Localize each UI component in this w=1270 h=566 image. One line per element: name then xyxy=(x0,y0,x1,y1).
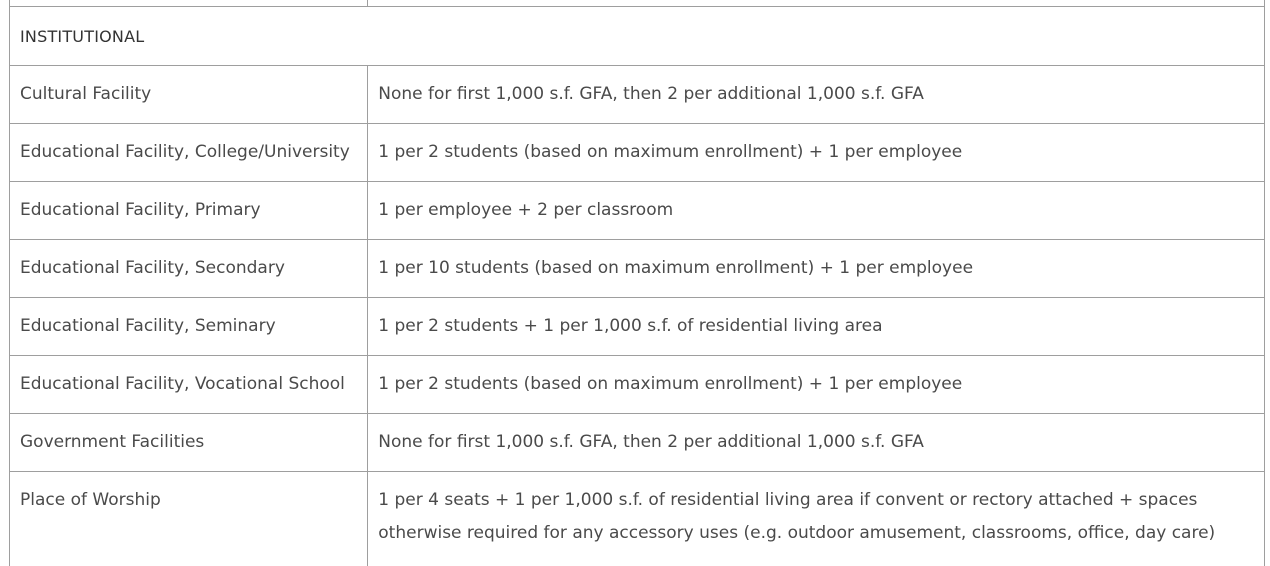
requirement-cell: 1 per 4 seats + 1 per 1,000 s.f. of resi… xyxy=(367,471,1265,566)
table-row: Educational Facility, Primary 1 per empl… xyxy=(8,181,1265,240)
table-row: Place of Worship 1 per 4 seats + 1 per 1… xyxy=(8,471,1265,566)
table-row: Educational Facility, College/University… xyxy=(8,123,1265,182)
section-header-row: INSTITUTIONAL xyxy=(9,6,1265,66)
use-cell: Place of Worship xyxy=(8,471,369,566)
requirement-cell: 1 per 2 students (based on maximum enrol… xyxy=(367,123,1265,182)
use-cell: Cultural Facility xyxy=(8,65,369,124)
requirement-cell: None for first 1,000 s.f. GFA, then 2 pe… xyxy=(367,413,1265,472)
section-header: INSTITUTIONAL xyxy=(9,6,1265,66)
use-cell: Government Facilities xyxy=(8,413,369,472)
requirement-cell: None for first 1,000 s.f. GFA, then 2 pe… xyxy=(367,65,1265,124)
use-cell: Educational Facility, Secondary xyxy=(8,239,369,298)
requirement-cell: 1 per employee + 2 per classroom xyxy=(367,181,1265,240)
requirement-cell: 1 per 10 students (based on maximum enro… xyxy=(367,239,1265,298)
table-row: Government Facilities None for first 1,0… xyxy=(8,413,1265,472)
requirement-cell: 1 per 2 students + 1 per 1,000 s.f. of r… xyxy=(367,297,1265,356)
use-cell: Educational Facility, Primary xyxy=(8,181,369,240)
parking-requirements-table: INSTITUTIONAL Cultural Facility None for… xyxy=(8,0,1265,566)
requirement-cell: 1 per 2 students (based on maximum enrol… xyxy=(367,355,1265,414)
table-row: Educational Facility, Secondary 1 per 10… xyxy=(8,239,1265,298)
table-row: Educational Facility, Seminary 1 per 2 s… xyxy=(8,297,1265,356)
table-row: Educational Facility, Vocational School … xyxy=(8,355,1265,414)
use-cell: Educational Facility, Seminary xyxy=(8,297,369,356)
use-cell: Educational Facility, Vocational School xyxy=(8,355,369,414)
table-row: Cultural Facility None for first 1,000 s… xyxy=(8,65,1265,124)
use-cell: Educational Facility, College/University xyxy=(8,123,369,182)
